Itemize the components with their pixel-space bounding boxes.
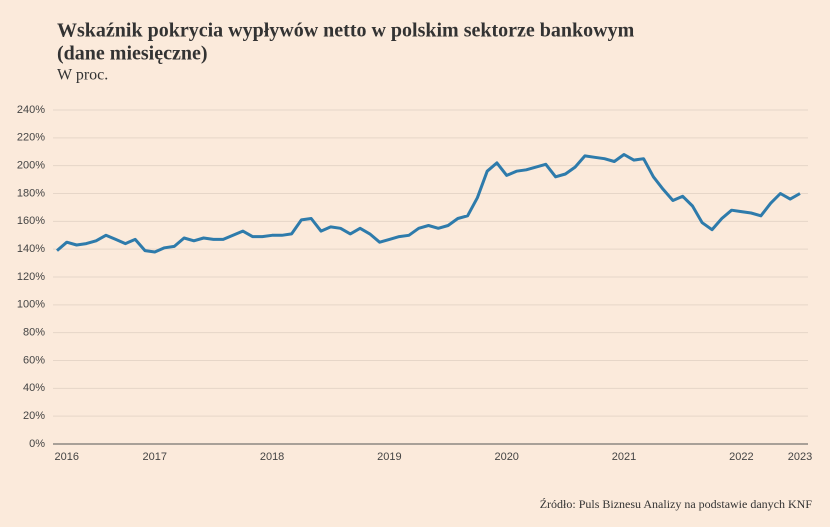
x-tick-label: 2016 xyxy=(55,451,79,463)
source: Źródło: Puls Biznesu Analizy na podstawi… xyxy=(540,497,813,511)
y-tick-label: 240% xyxy=(17,104,45,116)
x-tick-label: 2019 xyxy=(377,451,401,463)
x-tick-label: 2017 xyxy=(143,451,167,463)
x-tick-label: 2022 xyxy=(729,451,753,463)
y-tick-label: 120% xyxy=(17,271,45,283)
y-tick-label: 220% xyxy=(17,132,45,144)
line xyxy=(56,153,801,254)
y-tick-label: 160% xyxy=(17,215,45,227)
y-tick-label: 60% xyxy=(23,354,45,366)
y-tick-label: 80% xyxy=(23,327,45,339)
x-tick-label: 2021 xyxy=(612,451,636,463)
y-tick-label: 20% xyxy=(23,410,45,422)
y-tick-label: 200% xyxy=(17,160,45,172)
chart-title: (dane miesięczne) xyxy=(57,43,208,65)
x-tick-label: 2023 xyxy=(788,451,812,463)
chart-title: Wskaźnik pokrycia wypływów netto w polsk… xyxy=(57,20,635,42)
y-tick-label: 0% xyxy=(29,438,45,450)
y-tick-label: 40% xyxy=(23,382,45,394)
y-tick-label: 100% xyxy=(17,299,45,311)
y-tick-label: 180% xyxy=(17,187,45,199)
y-tick-label: 140% xyxy=(17,243,45,255)
x-tick-label: 2018 xyxy=(260,451,284,463)
x-tick-label: 2020 xyxy=(494,451,518,463)
chart-subtitle: W proc. xyxy=(57,67,108,84)
